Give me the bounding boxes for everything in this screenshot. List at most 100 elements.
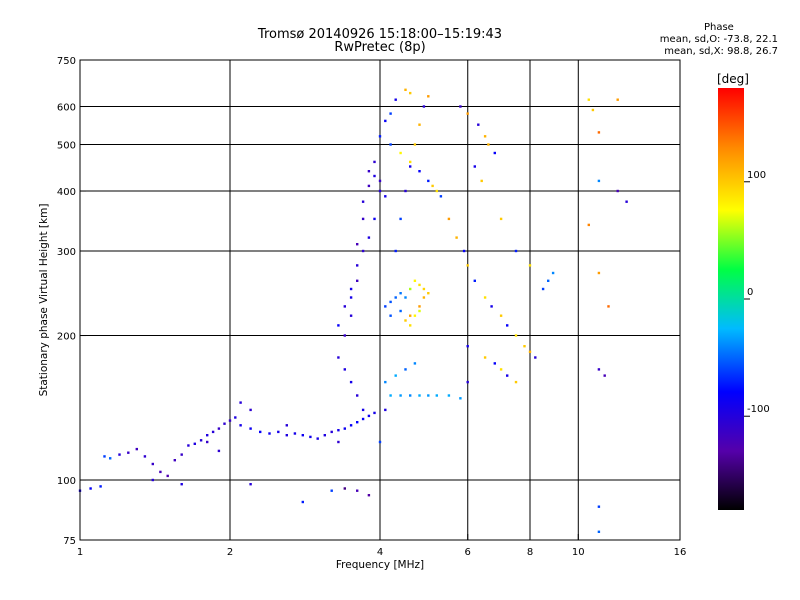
scatter-point <box>404 319 407 322</box>
scatter-point <box>343 334 346 337</box>
scatter-point <box>587 98 590 101</box>
scatter-point <box>239 424 242 427</box>
scatter-point <box>343 368 346 371</box>
scatter-point <box>418 170 421 173</box>
scatter-point <box>293 432 297 435</box>
scatter-point <box>337 440 340 444</box>
colorbar-label: [deg] <box>717 72 749 86</box>
scatter-point <box>309 435 312 439</box>
scatter-point <box>394 249 397 253</box>
scatter-point <box>409 91 412 95</box>
scatter-point <box>404 88 407 91</box>
scatter-point <box>337 356 340 359</box>
scatter-point <box>356 394 359 397</box>
scatter-point <box>466 112 469 115</box>
colorbar <box>718 88 744 510</box>
scatter-point <box>447 394 451 397</box>
scatter-point <box>166 474 169 478</box>
scatter-point <box>514 334 518 337</box>
scatter-point <box>356 489 359 492</box>
scatter-point <box>528 350 532 353</box>
scatter-point <box>541 287 545 291</box>
scatter-point <box>206 440 209 444</box>
scatter-point <box>389 394 392 397</box>
scatter-point <box>597 179 601 183</box>
x-tick-label: 8 <box>527 547 533 558</box>
colorbar-ticks: -100 0 100 <box>744 170 770 417</box>
scatter-point <box>151 478 154 482</box>
scatter-point <box>418 305 421 308</box>
scatter-point <box>427 292 430 295</box>
scatter-point <box>597 131 601 134</box>
scatter-point <box>143 455 147 458</box>
scatter-point <box>435 394 438 397</box>
scatter-point <box>356 243 359 246</box>
scatter-point <box>404 368 407 371</box>
y-tick-label: 200 <box>57 332 76 343</box>
scatter-point <box>337 429 340 432</box>
scatter-point <box>373 217 376 221</box>
scatter-point <box>206 434 209 437</box>
x-axis: 1 2 4 6 8 10 16 <box>77 534 687 558</box>
y-tick-label: 750 <box>57 56 76 67</box>
x-tick-label: 1 <box>77 547 83 558</box>
scatter-point <box>356 264 359 267</box>
scatter-points <box>78 88 628 533</box>
scatter-point <box>330 430 333 434</box>
phase-stats: Phase mean, sd,O: -73.8, 22.1 mean, sd,X… <box>660 22 778 58</box>
scatter-point <box>413 362 417 365</box>
scatter-point <box>285 424 288 427</box>
scatter-point <box>551 271 555 275</box>
scatter-point <box>349 296 353 299</box>
y-axis: 75 100 200 300 400 500 600 750 <box>57 56 86 547</box>
scatter-point <box>211 430 215 434</box>
scatter-point <box>477 123 480 126</box>
scatter-point <box>367 184 371 188</box>
scatter-point <box>361 408 365 412</box>
x-tick-label: 16 <box>674 547 687 558</box>
scatter-point <box>259 430 262 434</box>
scatter-point <box>99 485 102 488</box>
scatter-point <box>151 462 154 466</box>
scatter-point <box>384 195 387 198</box>
scatter-point <box>409 160 412 164</box>
scatter-point <box>418 394 421 397</box>
scatter-point <box>422 287 426 291</box>
scatter-point <box>234 416 237 419</box>
scatter-point <box>409 324 412 327</box>
scatter-point <box>616 189 619 193</box>
scatter-point <box>514 380 518 384</box>
y-tick-label: 100 <box>57 476 76 487</box>
scatter-point <box>323 434 326 437</box>
scatter-point <box>217 449 221 453</box>
scatter-point <box>427 394 430 397</box>
scatter-point <box>389 112 392 115</box>
y-tick-label: 500 <box>57 141 76 152</box>
phase-heading: Phase <box>703 22 734 33</box>
scatter-point <box>316 437 319 440</box>
scatter-point <box>389 143 392 146</box>
grid-lines <box>80 60 680 540</box>
scatter-point <box>591 108 595 112</box>
scatter-point <box>373 174 376 178</box>
scatter-point <box>506 374 509 377</box>
scatter-point <box>187 444 190 447</box>
scatter-point <box>349 424 353 427</box>
scatter-point <box>455 236 458 239</box>
scatter-point <box>399 394 402 397</box>
scatter-point <box>361 200 365 203</box>
y-tick-label: 300 <box>57 247 76 258</box>
scatter-point <box>473 165 476 168</box>
scatter-point <box>173 459 176 462</box>
scatter-point <box>103 455 106 458</box>
y-tick-label: 400 <box>57 187 76 198</box>
scatter-point <box>603 374 606 377</box>
scatter-point <box>409 165 412 168</box>
scatter-point <box>373 160 376 164</box>
scatter-point <box>399 217 402 221</box>
scatter-point <box>343 305 346 308</box>
scatter-point <box>389 300 392 304</box>
x-tick-label: 4 <box>377 547 383 558</box>
scatter-point <box>349 314 353 317</box>
scatter-point <box>418 123 421 126</box>
